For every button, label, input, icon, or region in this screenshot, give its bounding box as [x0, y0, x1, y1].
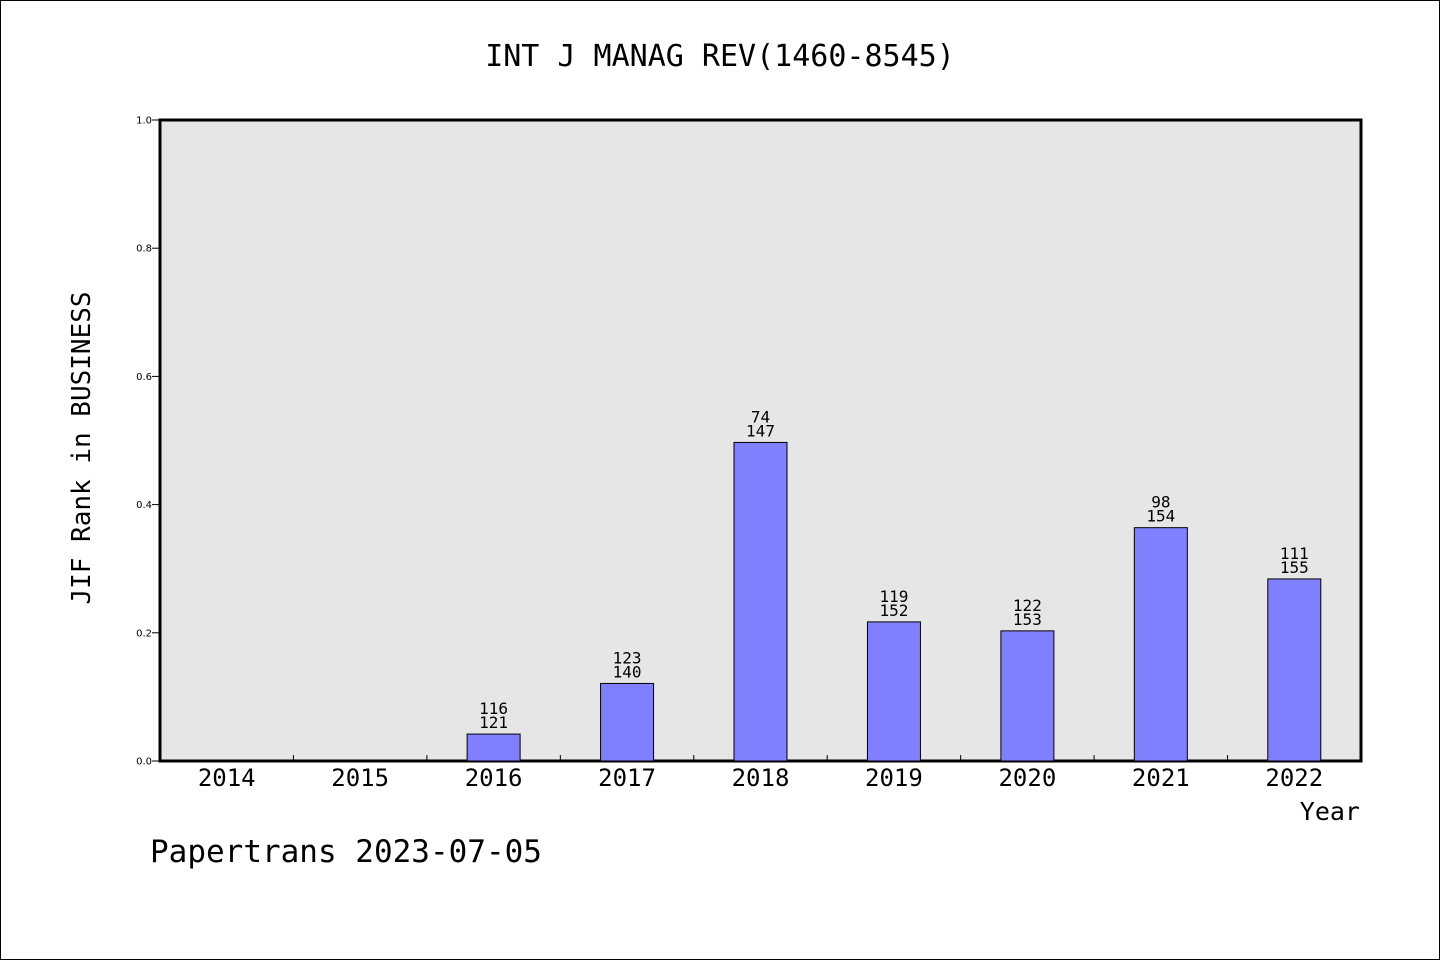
x-tick-label: 2017: [598, 764, 656, 792]
ticks-group: 0.0 0.2 0.4 0.6 0.8 1.0 2014 2015 2016 2017 2018 20…: [136, 116, 1323, 793]
bar-label-total: 155: [1280, 558, 1309, 577]
bar-label-total: 147: [746, 421, 775, 440]
bar-label-rank: 119: [879, 587, 908, 606]
y-tick-label: 0.2: [136, 628, 152, 639]
bar-2016: [466, 733, 521, 762]
bar-2020: [1000, 630, 1055, 762]
bar-label-rank: 116: [479, 699, 508, 718]
bar-label-total: 140: [613, 662, 642, 681]
x-tick-label: 2020: [998, 764, 1056, 792]
x-axis-label: Year: [1300, 797, 1360, 826]
x-tick-label: 2021: [1132, 764, 1190, 792]
x-tick-label: 2015: [331, 764, 389, 792]
bar-2017: [600, 682, 655, 762]
x-tick-label: 2022: [1265, 764, 1323, 792]
bar-2022: [1267, 578, 1322, 762]
chart-title: INT J MANAG REV(1460-8545): [485, 39, 955, 74]
bar-label-rank: 74: [751, 407, 770, 426]
bar-label-total: 153: [1013, 610, 1042, 629]
y-tick-label: 1.0: [136, 116, 152, 127]
bar-label-total: 154: [1146, 507, 1175, 526]
bar-label-total: 121: [479, 713, 508, 732]
bar-2021: [1133, 527, 1188, 762]
y-tick-label: 0.6: [136, 372, 152, 383]
bar-label-total: 152: [879, 601, 908, 620]
x-tick-label: 2019: [865, 764, 923, 792]
bar-2018: [733, 441, 788, 762]
bar-2019: [866, 621, 921, 762]
x-tick-label: 2014: [198, 764, 256, 792]
bar-label-rank: 98: [1151, 493, 1170, 512]
y-axis-label: JIF Rank in BUSINESS: [67, 291, 97, 604]
x-tick-label: 2018: [732, 764, 790, 792]
bar-label-rank: 111: [1280, 544, 1309, 563]
bar-label-rank: 122: [1013, 596, 1042, 615]
y-tick-label: 0.0: [136, 757, 152, 768]
y-tick-label: 0.8: [136, 244, 152, 255]
bar-label-rank: 123: [613, 648, 642, 667]
watermark-text: Papertrans 2023-07-05: [150, 834, 542, 870]
x-tick-label: 2016: [465, 764, 523, 792]
y-tick-label: 0.4: [136, 500, 152, 511]
